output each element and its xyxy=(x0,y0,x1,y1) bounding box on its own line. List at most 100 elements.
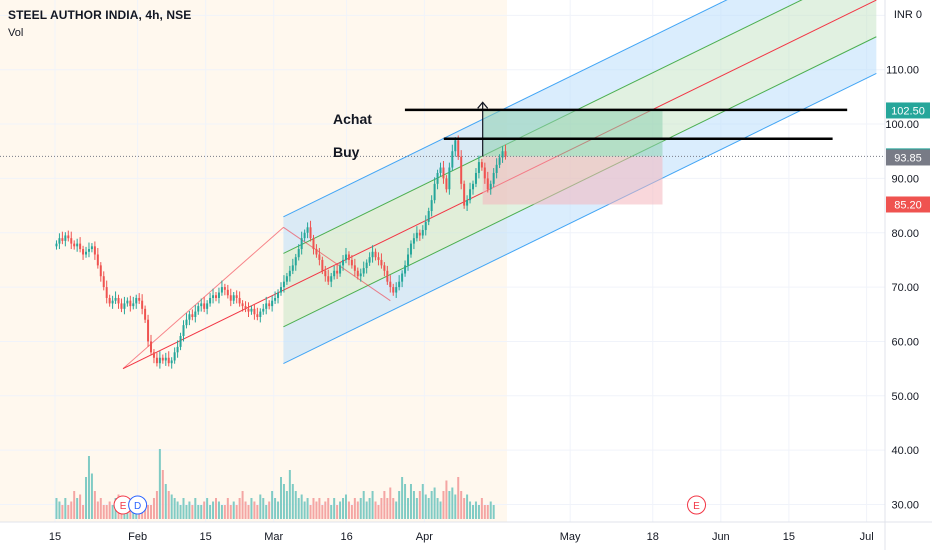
volume-bar xyxy=(339,501,342,519)
candle-body xyxy=(200,303,203,307)
candle-body xyxy=(445,178,448,190)
volume-bar xyxy=(480,498,483,519)
candle-body xyxy=(105,287,108,298)
candle-body xyxy=(212,295,215,298)
event-marker-label: E xyxy=(120,501,127,512)
candle-body xyxy=(365,262,368,269)
volume-bar xyxy=(262,498,265,519)
event-marker-circle[interactable] xyxy=(687,495,707,515)
x-tick-label: 16 xyxy=(340,531,352,543)
symbol-title[interactable]: STEEL AUTHOR INDIA, 4h, NSE xyxy=(8,8,192,22)
target-zone xyxy=(482,110,663,157)
volume-bar xyxy=(318,498,321,519)
candle-body xyxy=(415,232,418,239)
candle-body xyxy=(383,265,386,271)
volume-bar xyxy=(389,487,392,519)
horizontal-lines[interactable] xyxy=(404,108,848,140)
volume-bar xyxy=(152,498,155,519)
candle-body xyxy=(306,227,309,233)
candle-body xyxy=(362,268,365,274)
volume-bar xyxy=(164,484,167,519)
volume-bar xyxy=(268,501,271,519)
currency-unit[interactable]: INR 0 xyxy=(894,9,922,21)
volume-bar xyxy=(229,505,232,519)
x-tick-label: Apr xyxy=(416,531,433,543)
candle-body xyxy=(448,167,451,190)
volume-bar xyxy=(392,498,395,519)
candle-body xyxy=(111,300,114,304)
volume-bar xyxy=(82,505,85,519)
candle-body xyxy=(315,249,318,255)
event-marker-label: D xyxy=(134,501,141,512)
candle-body xyxy=(262,308,265,312)
volume-bar xyxy=(477,505,480,519)
candle-body xyxy=(339,265,342,274)
volume-indicator-label[interactable]: Vol xyxy=(8,27,24,39)
candle-body xyxy=(318,254,321,260)
candle-body xyxy=(238,297,241,304)
candle-body xyxy=(150,341,153,353)
volume-bar xyxy=(330,505,333,519)
candle-body xyxy=(161,357,164,361)
volume-bar xyxy=(448,491,451,519)
candle-body xyxy=(90,246,93,250)
pitchfork-line xyxy=(283,0,728,218)
volume-bar xyxy=(436,498,439,519)
volume-bar xyxy=(451,487,454,519)
volume-bar xyxy=(439,501,442,519)
y-tick-label: 80.00 xyxy=(891,228,919,240)
candle-body xyxy=(389,281,392,288)
volume-bar xyxy=(327,498,330,519)
volume-bar xyxy=(474,501,477,519)
candle-body xyxy=(244,306,247,309)
volume-bar xyxy=(306,498,309,519)
volume-bar xyxy=(353,498,356,519)
candle-body xyxy=(424,221,427,231)
volume-bar xyxy=(297,498,300,519)
candle-body xyxy=(179,336,182,347)
candle-body xyxy=(55,243,58,247)
candle-body xyxy=(288,270,291,277)
annotation-buy[interactable]: Buy xyxy=(333,144,360,160)
volume-bar xyxy=(421,484,424,519)
long-position-tool[interactable] xyxy=(477,101,663,205)
volume-bar xyxy=(194,498,197,519)
event-marker-circle[interactable] xyxy=(128,495,148,515)
candle-body xyxy=(460,156,463,184)
candle-body xyxy=(185,319,188,326)
text-annotations[interactable]: Achat Buy xyxy=(333,111,372,160)
volume-bar xyxy=(179,505,182,519)
candle-body xyxy=(336,270,339,274)
volume-bar xyxy=(457,477,460,519)
candle-body xyxy=(398,281,401,288)
volume-bar xyxy=(445,480,448,519)
volume-bar xyxy=(64,498,67,519)
volume-bar xyxy=(271,491,274,519)
candle-body xyxy=(274,297,277,301)
x-tick-label: May xyxy=(560,531,581,543)
volume-bar xyxy=(427,498,430,519)
volume-bar xyxy=(87,456,90,519)
volume-bar xyxy=(200,505,203,519)
x-tick-label: Jun xyxy=(712,531,730,543)
volume-bar xyxy=(404,484,407,519)
y-tick-label: 30.00 xyxy=(891,500,919,512)
volume-bar xyxy=(463,498,466,519)
annotation-achat[interactable]: Achat xyxy=(333,111,372,127)
x-tick-label: 15 xyxy=(49,531,61,543)
volume-bar xyxy=(176,501,179,519)
candle-body xyxy=(82,249,85,255)
candle-body xyxy=(279,287,282,293)
candle-body xyxy=(170,360,173,364)
volume-bar xyxy=(321,505,324,519)
candle-body xyxy=(176,346,179,353)
candle-body xyxy=(344,254,347,260)
candle-body xyxy=(209,297,212,304)
volume-bar xyxy=(158,449,161,519)
volume-bar xyxy=(99,498,102,519)
candle-body xyxy=(333,270,336,277)
volume-bar xyxy=(312,498,315,519)
volume-bar xyxy=(409,484,412,519)
